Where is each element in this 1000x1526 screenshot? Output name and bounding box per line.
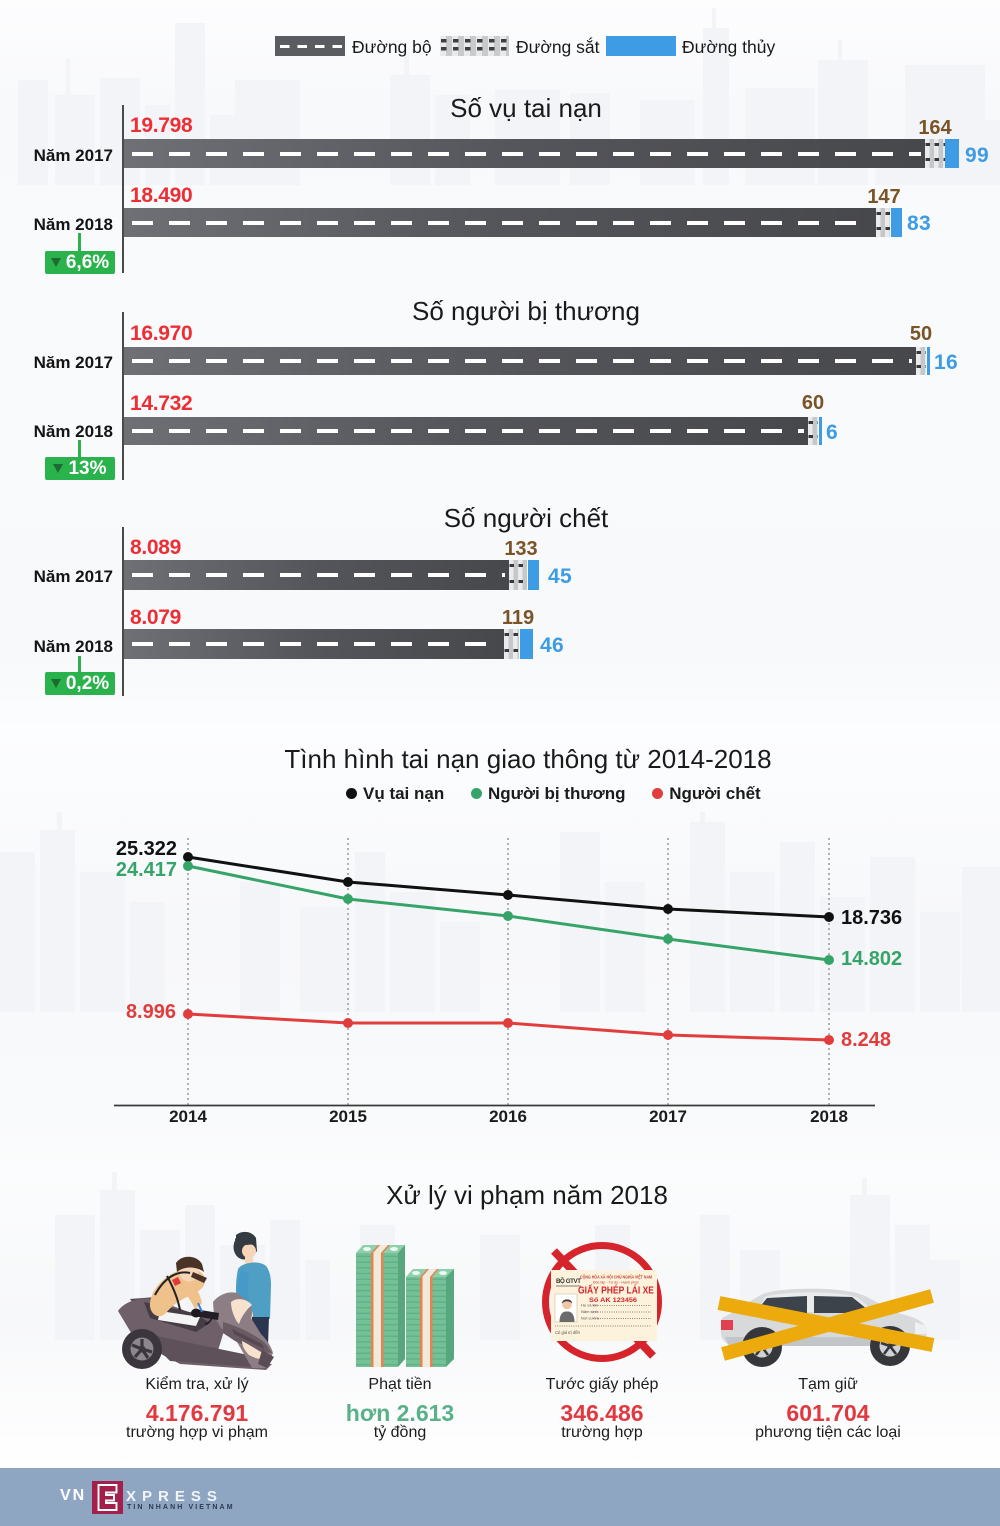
svg-text:8.996: 8.996 [126, 1001, 176, 1023]
svg-text:2017: 2017 [649, 1107, 687, 1126]
svg-text:Nơi cư trú: Nơi cư trú [581, 1316, 599, 1321]
svg-text:25.322: 25.322 [116, 838, 177, 860]
svg-text:Số AK 123456: Số AK 123456 [589, 1296, 637, 1304]
svg-text:14.802: 14.802 [841, 948, 902, 970]
svg-text:2018: 2018 [810, 1107, 848, 1126]
svg-text:2014: 2014 [169, 1107, 207, 1126]
svg-text:2016: 2016 [489, 1107, 527, 1126]
svg-text:BỘ GTVT: BỘ GTVT [556, 1277, 581, 1285]
svg-text:GIẤY PHÉP LÁI XE: GIẤY PHÉP LÁI XE [578, 1284, 654, 1297]
svg-text:Họ và tên: Họ và tên [581, 1303, 598, 1308]
svg-text:8.248: 8.248 [841, 1029, 891, 1051]
svg-text:18.736: 18.736 [841, 907, 902, 929]
svg-text:Năm sinh: Năm sinh [581, 1309, 598, 1314]
svg-text:Độc lập - Tự do - Hạnh phúc: Độc lập - Tự do - Hạnh phúc [593, 1280, 639, 1285]
svg-text:2015: 2015 [329, 1107, 367, 1126]
svg-text:24.417: 24.417 [116, 859, 177, 881]
svg-text:CỘNG HÒA XÃ HỘI CHỦ NGHĨA VIỆT: CỘNG HÒA XÃ HỘI CHỦ NGHĨA VIỆT NAM [580, 1275, 652, 1280]
svg-text:Có giá trị đến: Có giá trị đến [555, 1330, 581, 1335]
